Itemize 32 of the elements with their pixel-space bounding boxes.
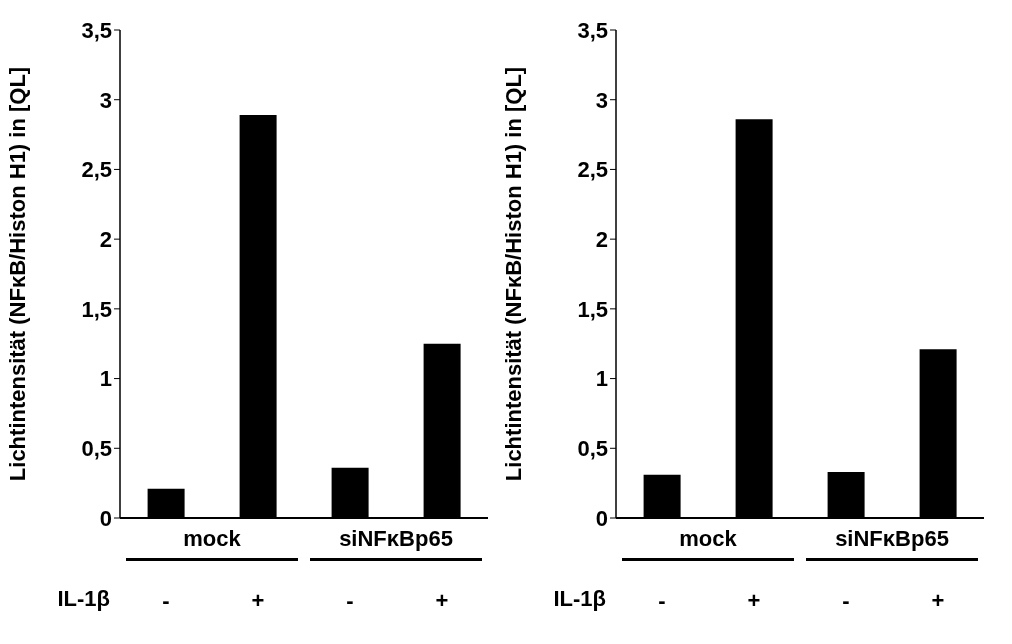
y-tick-label: 2,5	[81, 157, 112, 183]
y-tick-label: 3,5	[81, 17, 112, 43]
text: mock	[678, 526, 738, 552]
text: IL-1β	[553, 586, 606, 612]
text: siNFκBp65	[338, 526, 454, 552]
y-tick-label: 3,5	[577, 17, 608, 43]
y-tick-label: 0,5	[81, 436, 112, 462]
y-tick-label: 1,5	[81, 296, 112, 322]
x-tick-label: -	[842, 588, 850, 613]
y-tick-label: 0	[595, 505, 608, 531]
y-tick-label: 2	[99, 226, 112, 252]
y-tick-label: 1	[595, 366, 608, 392]
text: mock	[182, 526, 242, 552]
y-axis-title: Lichtintensität (NFκB/Histon H1) in [QL]	[500, 66, 526, 482]
y-tick-label: 0,5	[577, 436, 608, 462]
y-tick-label: 3	[595, 87, 608, 113]
y-axis-title: Lichtintensität (NFκB/Histon H1) in [QL]	[4, 66, 30, 482]
x-tick-label: +	[435, 588, 449, 613]
x-tick-label: -	[346, 588, 354, 613]
x-tick-label: +	[251, 588, 265, 613]
x-tick-label: +	[931, 588, 945, 613]
y-tick-label: 1	[99, 366, 112, 392]
y-tick-label: 1,5	[577, 296, 608, 322]
text: siNFκBp65	[834, 526, 950, 552]
x-tick-label: -	[658, 588, 666, 613]
y-tick-label: 2,5	[577, 157, 608, 183]
y-tick-label: 2	[595, 226, 608, 252]
x-tick-label: -	[162, 588, 170, 613]
y-tick-label: 0	[99, 505, 112, 531]
text: IL-1β	[57, 586, 110, 612]
y-tick-label: 3	[99, 87, 112, 113]
x-tick-label: +	[747, 588, 761, 613]
